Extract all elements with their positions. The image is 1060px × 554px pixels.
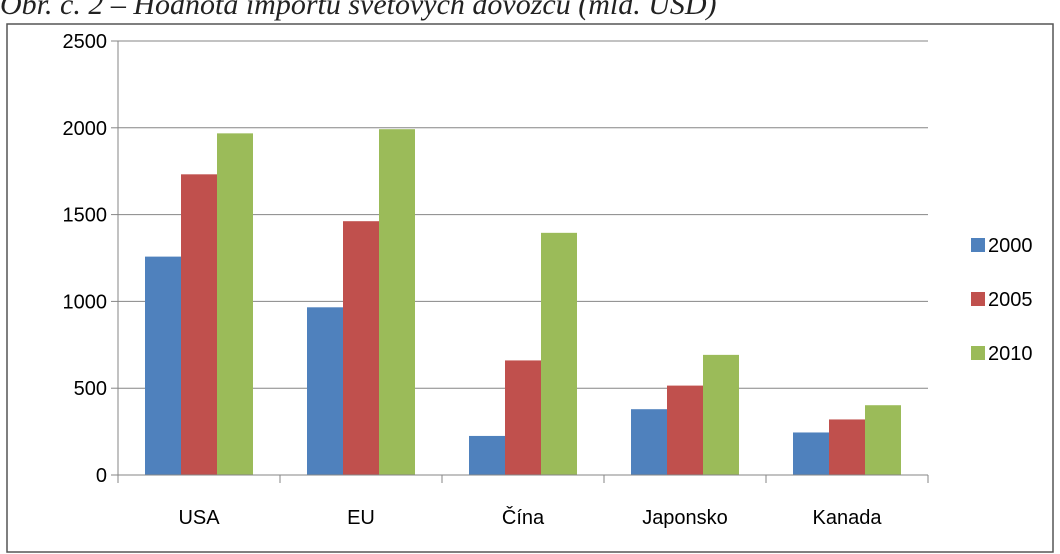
- axes: [111, 40, 929, 483]
- bar-2005-EU: [343, 221, 379, 475]
- x-tick-label: EU: [347, 507, 375, 529]
- y-tick-label: 0: [96, 465, 107, 487]
- bar-2000-EU: [307, 307, 343, 475]
- legend: 2000 2005 2010: [971, 235, 1033, 365]
- y-tick-label: 2500: [63, 31, 108, 53]
- legend-swatch: [971, 346, 985, 360]
- bar-2005-Čína: [505, 360, 541, 475]
- bar-2010-Čína: [541, 232, 577, 475]
- x-tick-label: Kanada: [813, 507, 883, 529]
- legend-swatch: [971, 238, 985, 252]
- x-tick-label: Čína: [502, 506, 545, 529]
- bar-2010-USA: [217, 133, 253, 475]
- y-tick-label: 2000: [63, 118, 108, 140]
- y-tick-label: 500: [74, 378, 107, 400]
- legend-label: 2005: [988, 289, 1033, 311]
- bar-2010-Kanada: [865, 405, 901, 475]
- bar-2010-Japonsko: [703, 354, 739, 475]
- figure-caption: Obr. č. 2 – Hodnota importu světových do…: [0, 0, 717, 21]
- x-tick-label: USA: [178, 507, 220, 529]
- bar-2000-USA: [145, 256, 181, 475]
- bar-2005-USA: [181, 174, 217, 475]
- bars: [145, 129, 901, 476]
- bar-2005-Japonsko: [667, 385, 703, 475]
- y-tick-label: 1500: [63, 205, 108, 227]
- bar-2005-Kanada: [829, 419, 865, 475]
- y-tick-labels: 0 500 1000 1500 2000 2500: [63, 31, 108, 487]
- x-tick-label: Japonsko: [642, 507, 728, 529]
- legend-label: 2000: [988, 235, 1033, 257]
- legend-label: 2010: [988, 343, 1033, 365]
- bar-2000-Kanada: [793, 432, 829, 475]
- y-tick-label: 1000: [63, 291, 108, 313]
- x-tick-labels: USA EU Čína Japonsko Kanada: [178, 506, 882, 529]
- bar-2010-EU: [379, 129, 415, 476]
- bar-2000-Japonsko: [631, 409, 667, 475]
- bar-2000-Čína: [469, 435, 505, 475]
- legend-swatch: [971, 292, 985, 306]
